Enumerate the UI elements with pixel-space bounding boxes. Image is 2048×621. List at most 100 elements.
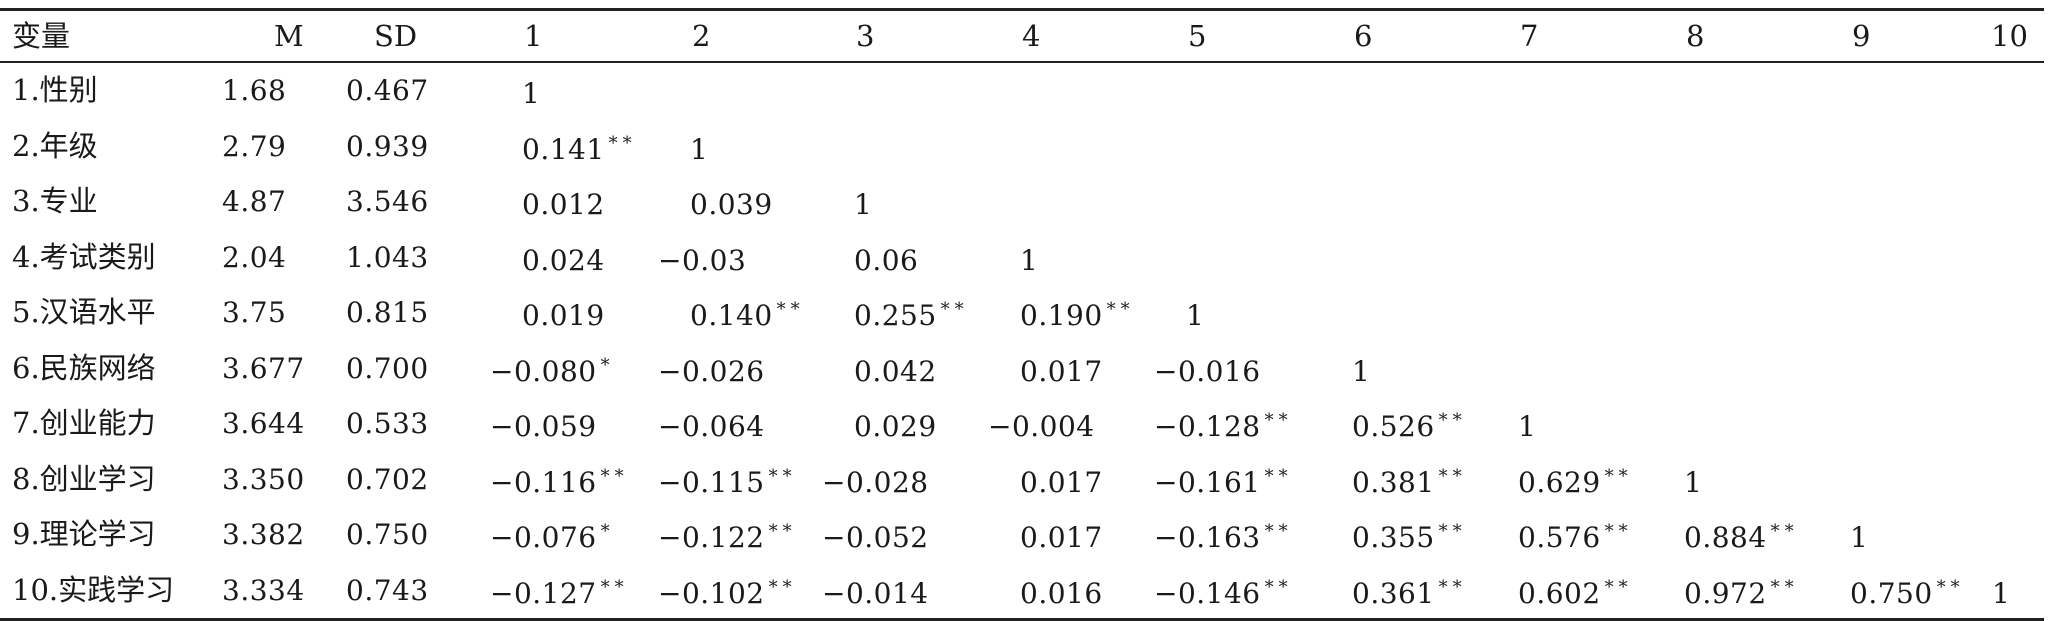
correlation-cell: −0.004: [988, 396, 1154, 452]
mean-value: 3.677: [222, 351, 305, 385]
sd-value: 0.815: [346, 296, 429, 329]
correlation-cell: 0.602 **: [1486, 563, 1652, 620]
variable-name: 8.创业学习: [12, 461, 156, 496]
correlation-cell: [1960, 174, 2044, 230]
correlation-value: 0.017: [1020, 354, 1103, 388]
correlation-cell: −0.016: [1154, 341, 1320, 397]
correlation-value: −0.102: [658, 576, 765, 610]
correlation-value: −0.163: [1154, 521, 1261, 554]
correlation-value: −0.059: [490, 410, 597, 443]
correlation-cell: [1960, 507, 2044, 563]
correlation-cell: 0.024: [490, 230, 658, 286]
correlation-cell: −0.014: [822, 563, 988, 620]
correlation-cell: 0.029: [822, 396, 988, 452]
significance-marker: **: [1438, 576, 1467, 598]
significance-marker: **: [1604, 465, 1633, 487]
significance-marker: **: [1106, 299, 1135, 320]
sd-value: 0.743: [346, 573, 429, 607]
correlation-value: 0.06: [854, 243, 919, 277]
mean-value: 2.04: [222, 240, 287, 274]
correlation-cell: 1: [988, 230, 1154, 286]
correlation-cell: [1486, 119, 1652, 175]
correlation-cell: −0.080 *: [490, 341, 658, 397]
significance-marker: **: [608, 132, 637, 154]
significance-marker: **: [1264, 576, 1293, 598]
correlation-cell: −0.102 **: [658, 563, 822, 620]
correlation-value: 0.884: [1684, 521, 1767, 554]
header-col-4: 4: [1022, 19, 1041, 53]
correlation-cell: 0.526 **: [1320, 396, 1486, 452]
correlation-value: −0.161: [1154, 465, 1261, 499]
header-sd: SD: [374, 19, 418, 53]
sd-value: 0.700: [346, 351, 429, 385]
significance-marker: **: [1438, 521, 1467, 542]
correlation-cell: 1: [658, 119, 822, 175]
correlation-cell: 0.355 **: [1320, 507, 1486, 563]
correlation-value: −0.146: [1154, 576, 1261, 610]
significance-marker: *: [600, 354, 615, 376]
correlation-cell: 1: [822, 174, 988, 230]
correlation-cell: [1652, 341, 1818, 397]
correlation-table: 变量 M SD 1 2 3 4 5 6 7 8 9 10 1.性别 1.68 0.467 1 2.年级 2.79 0…: [0, 8, 2044, 621]
mean-value: 2.79: [222, 129, 287, 163]
correlation-value: −0.116: [490, 465, 597, 499]
correlation-cell: [1960, 452, 2044, 508]
correlation-cell: 0.361 **: [1320, 563, 1486, 620]
correlation-cell: [1486, 285, 1652, 341]
significance-marker: **: [1438, 410, 1467, 431]
correlation-cell: [988, 119, 1154, 175]
correlation-cell: [1960, 396, 2044, 452]
correlation-value: 0.355: [1352, 521, 1435, 554]
correlation-value: 0.012: [522, 188, 605, 221]
significance-marker: **: [768, 521, 797, 542]
correlation-value: 0.576: [1518, 521, 1601, 554]
correlation-value: 1: [1850, 521, 1869, 554]
significance-marker: **: [1770, 521, 1799, 542]
table-row: 4.考试类别 2.04 1.043 0.024 −0.03 0.06 1: [0, 230, 2044, 286]
correlation-cell: 0.019: [490, 285, 658, 341]
mean-value: 1.68: [222, 74, 287, 107]
correlation-value: 0.039: [690, 188, 773, 221]
correlation-value: 0.381: [1352, 465, 1435, 499]
correlation-cell: −0.028: [822, 452, 988, 508]
correlation-cell: −0.116 **: [490, 452, 658, 508]
correlation-cell: −0.122 **: [658, 507, 822, 563]
correlation-cell: [658, 62, 822, 119]
correlation-cell: [1652, 62, 1818, 119]
correlation-cell: [1486, 174, 1652, 230]
correlation-cell: 0.884 **: [1652, 507, 1818, 563]
correlation-cell: [1320, 285, 1486, 341]
correlation-value: −0.03: [658, 243, 747, 277]
correlation-value: 1: [1186, 299, 1205, 332]
table-row: 9.理论学习 3.382 0.750 −0.076 * −0.122 ** −0.052 0.0…: [0, 507, 2044, 563]
correlation-cell: 0.972 **: [1652, 563, 1818, 620]
correlation-cell: 0.06: [822, 230, 988, 286]
correlation-value: −0.122: [658, 521, 765, 554]
correlation-cell: 0.190 **: [988, 285, 1154, 341]
significance-marker: **: [1604, 521, 1633, 542]
table-row: 7.创业能力 3.644 0.533 −0.059 −0.064 0.029 −0.004 −…: [0, 396, 2044, 452]
correlation-cell: [1818, 452, 1960, 508]
correlation-value: 1: [854, 188, 873, 221]
correlation-cell: 1: [1320, 341, 1486, 397]
correlation-value: −0.052: [822, 521, 929, 554]
header-col-9: 9: [1852, 19, 1871, 53]
correlation-cell: −0.161 **: [1154, 452, 1320, 508]
variable-name: 7.创业能力: [12, 406, 156, 440]
significance-marker: **: [1770, 576, 1799, 598]
correlation-cell: 0.576 **: [1486, 507, 1652, 563]
correlation-cell: [1320, 119, 1486, 175]
correlation-value: 0.361: [1352, 576, 1435, 610]
table-row: 10.实践学习 3.334 0.743 −0.127 ** −0.102 ** −0.014 0…: [0, 563, 2044, 620]
correlation-cell: [1154, 62, 1320, 119]
correlation-value: −0.064: [658, 410, 765, 443]
correlation-value: 0.972: [1684, 576, 1767, 610]
correlation-cell: 0.017: [988, 341, 1154, 397]
correlation-value: 1: [690, 132, 709, 166]
significance-marker: **: [940, 299, 969, 320]
correlation-cell: [1960, 285, 2044, 341]
correlation-cell: −0.059: [490, 396, 658, 452]
correlation-value: 0.140: [690, 299, 773, 332]
significance-marker: **: [768, 576, 797, 598]
mean-value: 4.87: [222, 185, 287, 218]
